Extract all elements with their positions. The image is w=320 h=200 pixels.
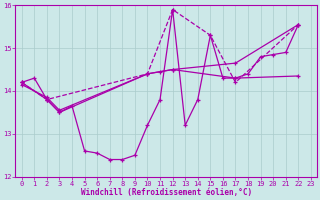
X-axis label: Windchill (Refroidissement éolien,°C): Windchill (Refroidissement éolien,°C) — [81, 188, 252, 197]
